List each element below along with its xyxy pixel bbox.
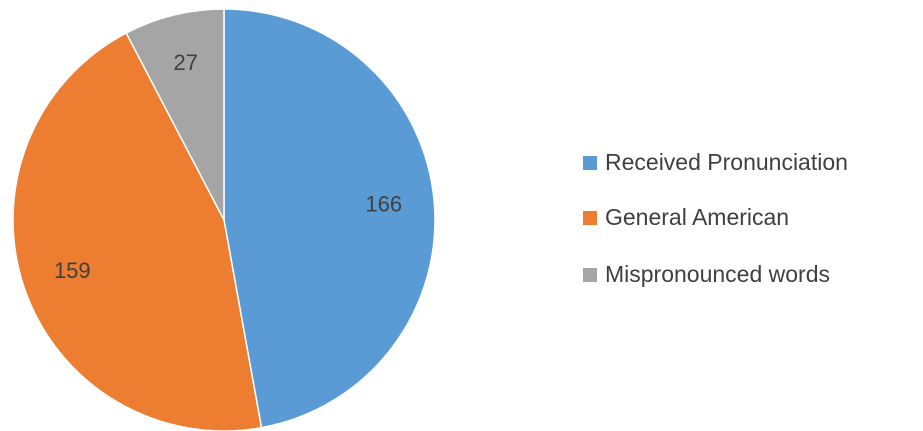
legend-swatch	[583, 268, 597, 282]
pie-slice	[12, 32, 263, 431]
legend-swatch	[583, 156, 597, 170]
pie-slice	[223, 8, 436, 429]
legend-swatch	[583, 211, 597, 225]
data-label: 159	[54, 258, 91, 283]
pie-slice	[125, 8, 225, 221]
data-label: 166	[365, 192, 402, 217]
legend-label: Mispronounced words	[605, 261, 830, 287]
legend-label: General American	[605, 204, 789, 230]
data-label: 27	[173, 50, 197, 75]
legend-label: Received Pronunciation	[605, 149, 848, 175]
